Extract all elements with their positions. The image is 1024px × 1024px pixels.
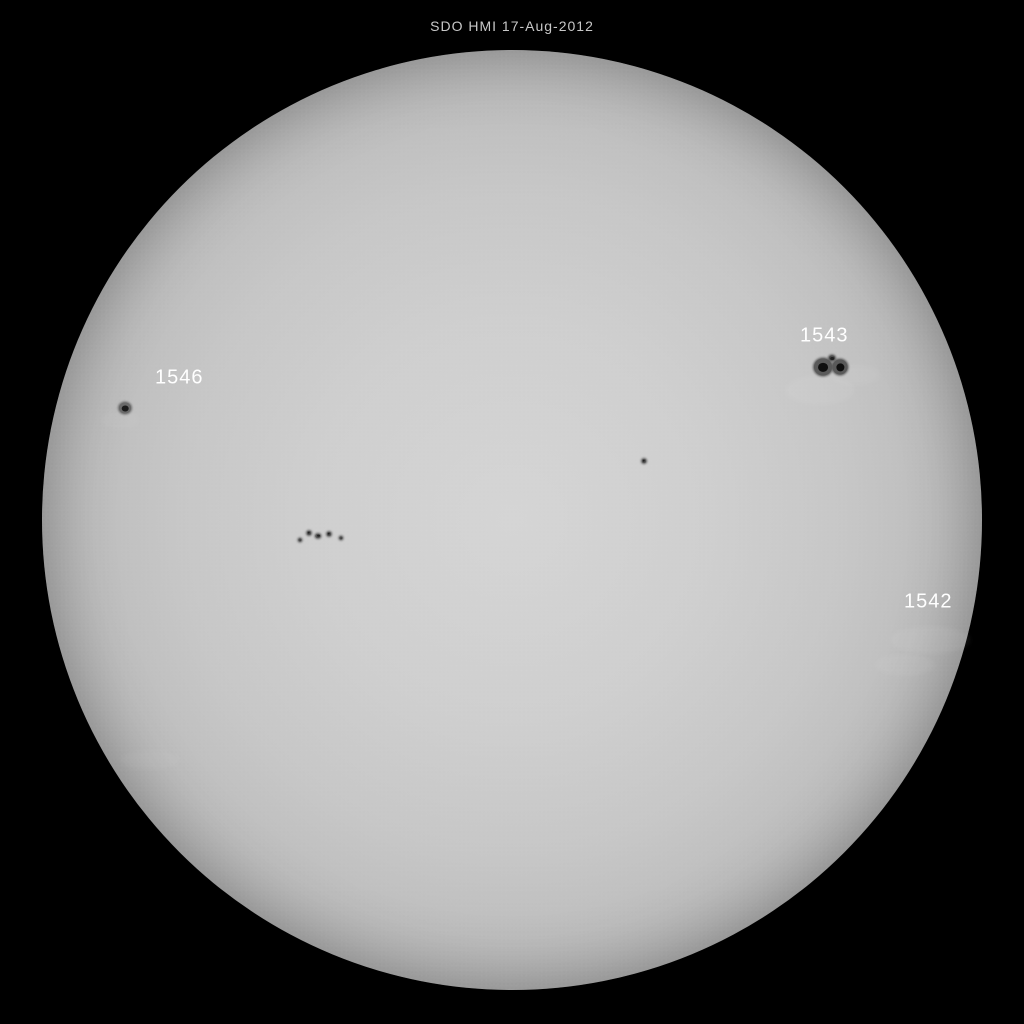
sunspot — [642, 459, 646, 463]
solar-disk — [42, 50, 982, 990]
facula — [100, 411, 140, 429]
sunspot-umbra — [818, 362, 828, 371]
facula — [890, 626, 970, 654]
sunspot-umbra — [830, 357, 834, 360]
sunspot-umbra — [340, 537, 342, 539]
region-label-1543: 1543 — [800, 325, 849, 348]
sunspot — [299, 539, 302, 542]
sunspot-umbra — [328, 533, 330, 535]
sunspot — [316, 534, 321, 538]
facula — [875, 654, 935, 676]
sunspot — [814, 359, 832, 376]
sunspot — [307, 531, 311, 535]
sunspot — [119, 403, 131, 414]
sunspot-umbra — [643, 460, 645, 462]
sunspot — [829, 356, 835, 361]
sunspot-umbra — [299, 539, 301, 541]
region-label-1546: 1546 — [155, 367, 204, 390]
solar-image-stage: SDO HMI 17-Aug-2012 1546 1543 1542 — [0, 0, 1024, 1024]
sunspot-umbra — [122, 405, 129, 411]
sunspot-umbra — [836, 363, 844, 371]
sunspot-umbra — [308, 532, 310, 534]
facula — [120, 750, 180, 770]
region-label-1542: 1542 — [904, 591, 953, 614]
image-title: SDO HMI 17-Aug-2012 — [0, 18, 1024, 34]
sunspot — [833, 360, 848, 375]
sunspot — [327, 532, 331, 536]
sunspot-umbra — [317, 535, 320, 537]
sunspot — [340, 537, 343, 540]
